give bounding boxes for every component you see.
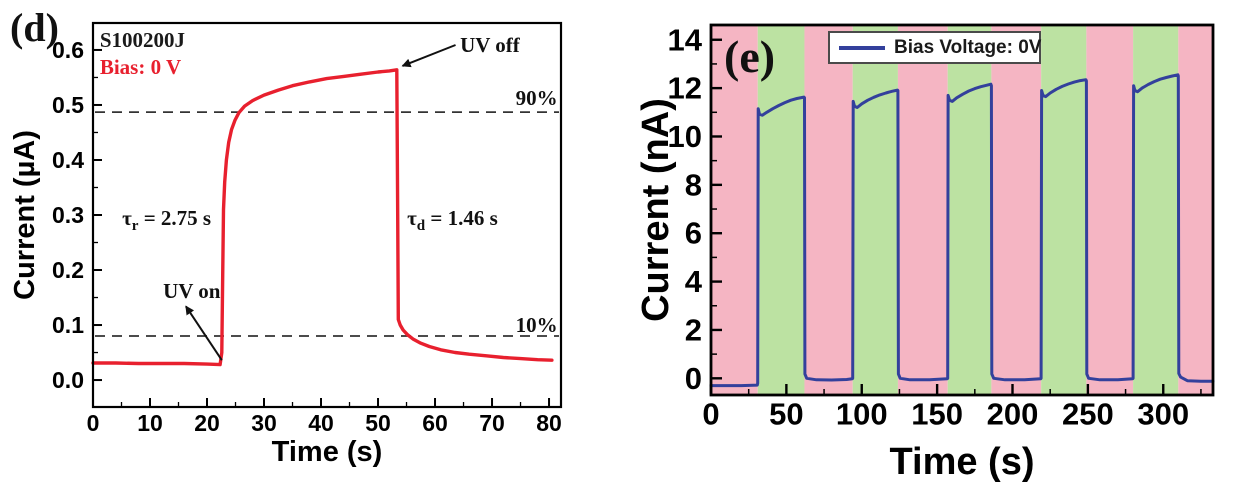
- y-tick-label: 8: [685, 167, 702, 202]
- x-tick-label: 200: [987, 396, 1039, 431]
- panel-d-label: (d): [10, 5, 59, 50]
- y-tick-label: 12: [668, 71, 702, 106]
- y-tick-label: 6: [685, 216, 702, 251]
- x-tick-label: 60: [422, 410, 448, 436]
- x-tick-label: 50: [769, 396, 803, 431]
- legend-label: Bias Voltage: 0V: [894, 36, 1042, 58]
- y-tick-label: 0.0: [52, 367, 84, 393]
- ninety-percent-label: 90%: [516, 86, 558, 110]
- series-photoresponse-0V: [91, 68, 554, 367]
- x-tick-label: 80: [536, 410, 562, 436]
- panel-d-chart: 0 10 20 30 40 50 60 70 80 0.0 0.1 0.2 0.3 0.4 0.5 0.6 Ti…: [9, 21, 563, 468]
- ten-percent-label: 10%: [516, 313, 558, 337]
- uv-off-band: [991, 25, 1042, 395]
- y-tick-label: 4: [685, 264, 703, 299]
- bias-label: Bias: 0 V: [100, 55, 181, 79]
- uv-off-label-arrow: [401, 44, 456, 68]
- panel-e-chart: 0 50 100 150 200 250 300 0 2 4 6 8 10 12 14 Time (s) Cur…: [635, 22, 1215, 483]
- y-tick-label: 0.3: [52, 202, 84, 228]
- y-axis-label: Current (µA): [9, 130, 41, 300]
- x-tick-label: 50: [365, 410, 391, 436]
- x-tick-label: 150: [911, 396, 963, 431]
- uv-on-band: [757, 25, 805, 395]
- uv-on-label: UV on: [163, 279, 221, 303]
- uv-on-band: [1133, 25, 1179, 395]
- uv-on-band: [852, 25, 898, 395]
- x-axis-label: Time (s): [889, 441, 1034, 483]
- sample-id: S100200J: [100, 28, 185, 52]
- legend-line-sample: [839, 45, 885, 50]
- uv-off-band: [711, 25, 758, 395]
- y-tick-label: 0: [685, 361, 702, 396]
- y-tick-label: 10: [668, 119, 702, 154]
- uv-off-band: [897, 25, 948, 395]
- y-tick-label: 0.2: [52, 257, 84, 283]
- legend-box: Bias Voltage: 0V: [828, 31, 1041, 64]
- y-tick-label: 14: [668, 22, 703, 57]
- y-tick-label: 0.5: [52, 92, 84, 118]
- uv-off-band: [1086, 25, 1134, 395]
- rise-time-label: τr = 2.75 s: [122, 206, 211, 234]
- panel-e-label: (e): [724, 31, 776, 82]
- plot-frame: [709, 23, 1215, 397]
- x-tick-label: 0: [702, 396, 719, 431]
- y-tick-label: 2: [685, 312, 702, 347]
- uv-off-band: [804, 25, 853, 395]
- x-tick-label: 20: [194, 410, 220, 436]
- x-tick-label: 40: [308, 410, 334, 436]
- x-tick-label: 300: [1137, 396, 1189, 431]
- uv-on-label-arrow: [185, 305, 223, 361]
- uv-on-band: [947, 25, 992, 395]
- y-axis-label: Current (nA): [635, 98, 677, 322]
- y-tick-label: 0.1: [52, 312, 84, 338]
- x-tick-label: 250: [1062, 396, 1114, 431]
- uv-off-label: UV off: [460, 33, 521, 57]
- x-axis-label: Time (s): [272, 436, 383, 468]
- x-tick-label: 10: [137, 410, 163, 436]
- x-tick-label: 30: [251, 410, 277, 436]
- series-photocurrent-0V-bias: [709, 73, 1215, 388]
- y-tick-label: 0.4: [52, 147, 84, 173]
- uv-off-band: [1178, 25, 1213, 395]
- x-tick-label: 0: [87, 410, 100, 436]
- x-tick-label: 70: [479, 410, 505, 436]
- y-tick-label: 0.6: [52, 37, 84, 63]
- decay-time-label: τd = 1.46 s: [407, 206, 498, 234]
- x-tick-label: 100: [836, 396, 888, 431]
